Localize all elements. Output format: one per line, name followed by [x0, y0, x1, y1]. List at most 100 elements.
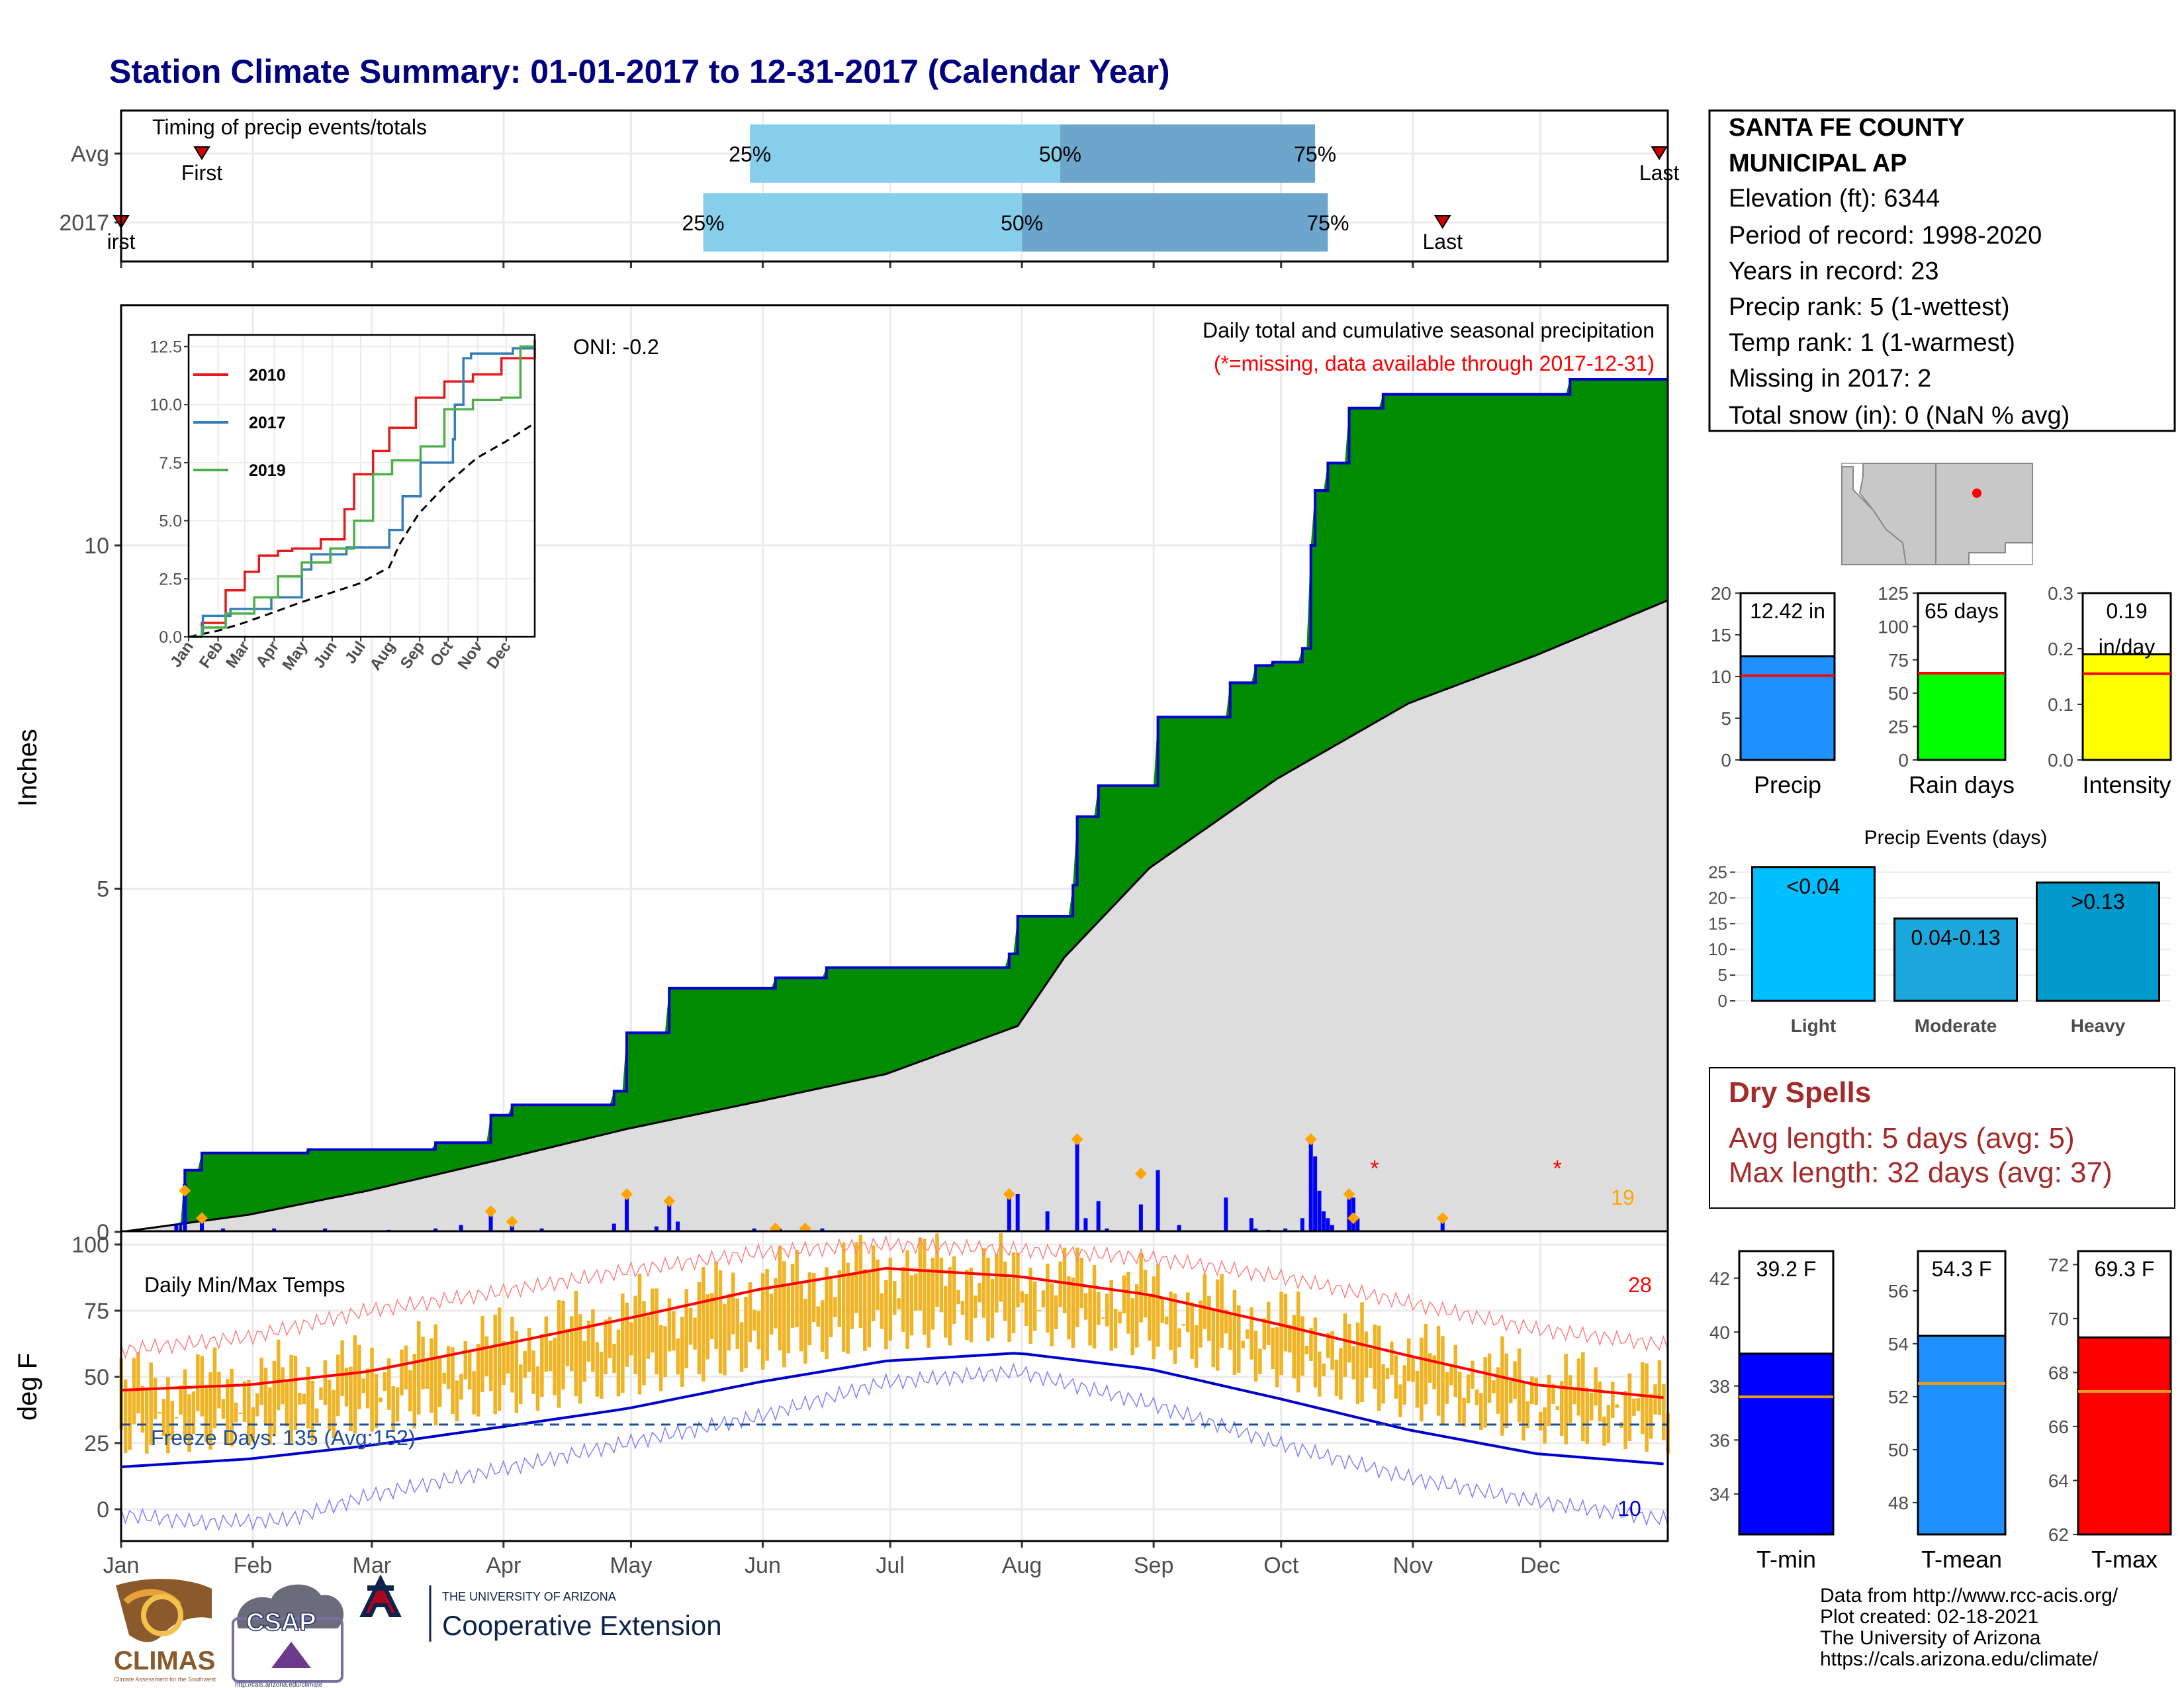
daily-temp-bar: [884, 1280, 888, 1350]
precip-events-chart: Precip Events (days) 0 5 10 15 20 25 <0.04 Light…: [1708, 827, 2171, 1036]
daily-temp-bar: [1441, 1336, 1445, 1425]
daily-temp-bar: [825, 1267, 829, 1360]
daily-temp-bar: [238, 1413, 242, 1415]
daily-temp-bar: [497, 1307, 502, 1411]
daily-temp-bar: [221, 1399, 226, 1419]
mini-y-tick-label: 54: [1888, 1334, 1909, 1354]
daily-temp-bar: [1390, 1341, 1394, 1375]
station-location-dot: [1972, 489, 1981, 498]
daily-temp-bar: [226, 1379, 230, 1444]
mini-y-tick-label: 5: [1721, 708, 1731, 729]
cumulative-2017-line: [121, 378, 1668, 1233]
daily-temp-bar: [557, 1299, 561, 1408]
daily-precip-bar: [1317, 1190, 1322, 1232]
daily-precip-bar: [1283, 1228, 1288, 1232]
daily-temp-bar: [1598, 1382, 1602, 1422]
daily-temp-bar: [1522, 1383, 1525, 1441]
daily-precip-bar: [1224, 1197, 1228, 1232]
daily-temp-bar: [340, 1340, 344, 1397]
events-bar: [2036, 881, 2160, 1002]
daily-temp-bar: [680, 1317, 684, 1387]
daily-temp-bar: [204, 1384, 208, 1442]
mini-bar-category-label: Rain days: [1909, 771, 2015, 798]
footer-line3: The University of Arizona: [1820, 1627, 2041, 1649]
daily-temp-bar: [349, 1366, 353, 1432]
daily-temp-bar: [880, 1293, 884, 1329]
daily-temp-bar: [1453, 1344, 1457, 1397]
daily-temp-bar: [404, 1345, 408, 1389]
daily-temp-bar: [1292, 1315, 1297, 1379]
big-day-marker: [1003, 1188, 1015, 1200]
daily-temp-bar: [328, 1380, 332, 1430]
daily-temp-bar: [1572, 1388, 1576, 1405]
climas-text: CLIMAS: [114, 1646, 215, 1675]
surplus-area: [121, 379, 1668, 1232]
mini-bar-value-label: 39.2 F: [1756, 1257, 1817, 1281]
daily-temp-bar: [1436, 1325, 1441, 1416]
daily-temp-bar: [1160, 1298, 1164, 1323]
daily-temp-bar: [829, 1276, 833, 1337]
big-day-marker: [621, 1188, 633, 1200]
mini-y-tick-label: 15: [1711, 625, 1731, 645]
dry-spells-avg: Avg length: 5 days (avg: 5): [1729, 1122, 2075, 1154]
daily-precip-bar: [1308, 1143, 1313, 1232]
daily-temp-bar: [850, 1274, 854, 1329]
timing-q50-q75-bar: [1060, 124, 1316, 183]
daily-temp-bar: [1288, 1325, 1292, 1353]
daily-temp-bar: [455, 1380, 459, 1422]
daily-temp-bar: [914, 1274, 918, 1311]
daily-temp-bar: [612, 1343, 616, 1374]
mini-y-tick-label: 56: [1888, 1281, 1909, 1301]
timing-row-label: Avg: [71, 142, 109, 167]
daily-precip-bar: [1045, 1211, 1050, 1232]
mini-y-tick-label: 0.1: [2048, 694, 2073, 715]
daily-temp-bar: [1046, 1263, 1050, 1333]
mini-y-tick-label: 36: [1709, 1430, 1730, 1450]
daily-temp-bar: [973, 1295, 978, 1319]
daily-temp-bar: [416, 1321, 421, 1415]
daily-temp-bar: [1504, 1353, 1509, 1429]
daily-temp-bar: [1479, 1393, 1483, 1430]
daily-temp-bar: [1126, 1272, 1130, 1334]
mini-bar-value: [1739, 655, 1836, 761]
daily-temp-bar: [948, 1266, 952, 1346]
daily-temp-bar: [1304, 1346, 1309, 1354]
daily-precip-bar: [1138, 1204, 1143, 1232]
daily-precip-bar: [539, 1228, 544, 1232]
daily-temp-bar: [1611, 1382, 1615, 1418]
daily-temp-bar: [128, 1389, 132, 1450]
mini-y-tick-label: 68: [2048, 1362, 2069, 1383]
daily-temp-bar: [744, 1297, 748, 1369]
daily-temp-bar: [1050, 1283, 1054, 1346]
footer-line1: Data from http://www.rcc-acis.org/: [1820, 1585, 2118, 1607]
daily-temp-bar: [676, 1338, 680, 1375]
daily-temp-bar: [285, 1382, 289, 1427]
daily-temp-bar: [905, 1250, 909, 1349]
daily-temp-bar: [1262, 1318, 1267, 1350]
mini-bar-value: [1738, 1352, 1835, 1536]
daily-temp-bar: [553, 1337, 557, 1395]
mini-y-tick-label: 20: [1711, 583, 1731, 604]
mini-y-tick-label: 40: [1709, 1322, 1730, 1342]
station-box-frame: [1708, 109, 2176, 432]
big-day-marker: [506, 1215, 518, 1228]
daily-temp-bar: [1224, 1309, 1228, 1334]
mini-y-tick-label: 52: [1888, 1387, 1909, 1407]
avg-cumulative-line: [120, 599, 1668, 1233]
daily-temp-bar: [672, 1311, 676, 1351]
daily-temp-bar: [939, 1257, 944, 1313]
daily-temp-bar: [1058, 1261, 1062, 1307]
daily-temp-bar: [1326, 1333, 1330, 1358]
daily-temp-bar: [1398, 1384, 1402, 1417]
daily-temp-bar: [1253, 1331, 1258, 1382]
daily-temp-bar: [510, 1317, 514, 1393]
events-bar: [1751, 866, 1876, 1002]
daily-temp-bar: [833, 1297, 837, 1317]
footer-credits: Data from http://www.rcc-acis.org/ Plot …: [1820, 1585, 2118, 1670]
daily-temp-bar: [191, 1391, 196, 1434]
daily-temp-bar: [1250, 1307, 1253, 1360]
daily-precip-bar: [1330, 1225, 1334, 1232]
events-category-label: Light: [1791, 1015, 1836, 1036]
daily-temp-bar: [387, 1358, 391, 1410]
daily-temp-bar: [642, 1301, 646, 1385]
